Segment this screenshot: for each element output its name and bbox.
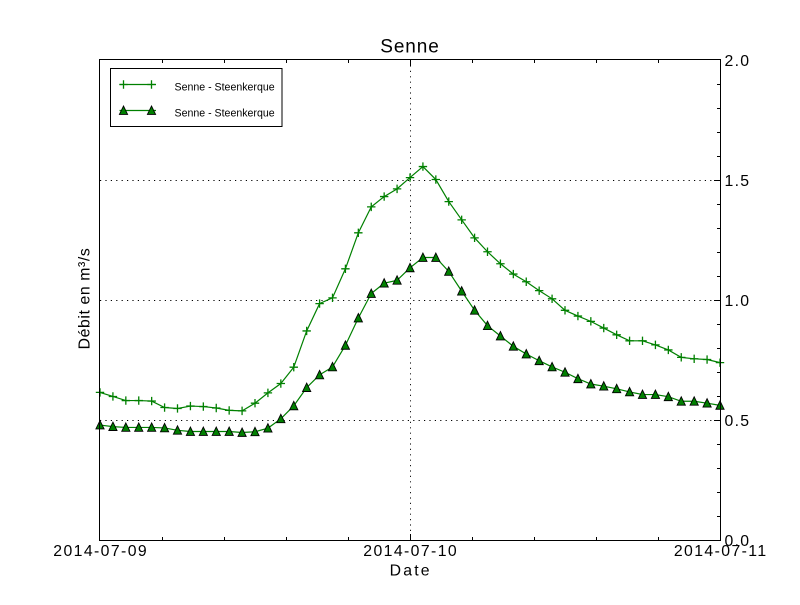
- svg-text:Débit en m³/s: Débit en m³/s: [77, 248, 94, 350]
- svg-text:1.0: 1.0: [725, 293, 751, 310]
- svg-text:2.0: 2.0: [725, 53, 751, 70]
- svg-text:0.0: 0.0: [725, 533, 751, 550]
- svg-text:Senne - Steenkerque: Senne - Steenkerque: [175, 108, 275, 120]
- svg-text:0.5: 0.5: [725, 413, 751, 430]
- svg-text:Date: Date: [390, 563, 432, 580]
- svg-text:2014-07-11: 2014-07-11: [674, 543, 768, 560]
- svg-text:2014-07-09: 2014-07-09: [53, 543, 148, 560]
- svg-text:Senne - Steenkerque: Senne - Steenkerque: [175, 82, 275, 94]
- svg-text:Senne: Senne: [380, 37, 439, 58]
- svg-text:1.5: 1.5: [725, 173, 751, 190]
- svg-text:2014-07-10: 2014-07-10: [363, 543, 458, 560]
